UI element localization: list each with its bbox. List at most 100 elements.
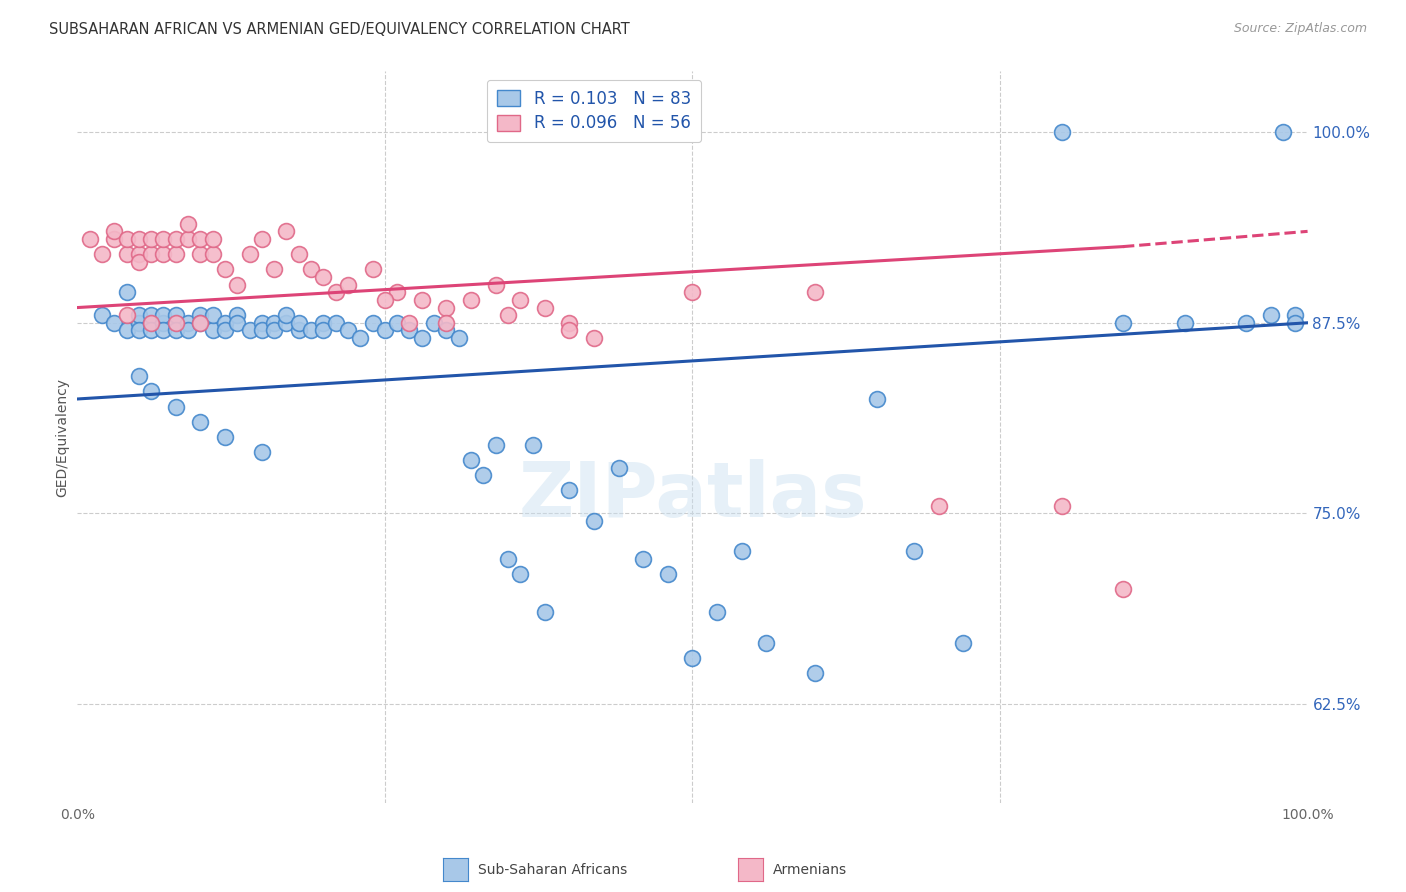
Point [214, 262, 236, 277]
Point [411, 293, 433, 307]
Point [115, 308, 138, 322]
Point [165, 247, 187, 261]
Point [152, 232, 174, 246]
Point [928, 499, 950, 513]
Point [374, 293, 396, 307]
Point [214, 430, 236, 444]
Point [1112, 316, 1135, 330]
Point [1234, 316, 1257, 330]
Point [152, 323, 174, 337]
Point [682, 285, 704, 300]
Point [115, 323, 138, 337]
Point [436, 323, 458, 337]
Point [436, 316, 458, 330]
Point [201, 232, 224, 246]
Point [177, 232, 200, 246]
Text: SUBSAHARAN AFRICAN VS ARMENIAN GED/EQUIVALENCY CORRELATION CHART: SUBSAHARAN AFRICAN VS ARMENIAN GED/EQUIV… [49, 22, 630, 37]
Point [141, 316, 163, 330]
Point [349, 331, 371, 345]
Point [288, 247, 311, 261]
Point [250, 445, 273, 459]
Point [731, 544, 754, 558]
Point [1050, 499, 1073, 513]
Point [1284, 308, 1306, 322]
Point [141, 232, 163, 246]
Point [188, 232, 212, 246]
Point [903, 544, 925, 558]
Point [177, 217, 200, 231]
Point [534, 605, 557, 619]
Point [177, 323, 200, 337]
Point [804, 285, 827, 300]
Point [128, 247, 150, 261]
Point [288, 316, 311, 330]
Point [115, 232, 138, 246]
Point [325, 316, 347, 330]
Point [411, 331, 433, 345]
Point [165, 323, 187, 337]
Point [657, 567, 679, 582]
Point [90, 247, 114, 261]
Point [141, 323, 163, 337]
Point [128, 255, 150, 269]
Point [633, 552, 655, 566]
Point [152, 247, 174, 261]
Point [534, 301, 557, 315]
Point [558, 316, 581, 330]
Point [509, 567, 531, 582]
Legend: R = 0.103   N = 83, R = 0.096   N = 56: R = 0.103 N = 83, R = 0.096 N = 56 [486, 79, 702, 143]
Point [325, 285, 347, 300]
Point [128, 369, 150, 384]
Point [558, 323, 581, 337]
Point [103, 232, 125, 246]
Point [250, 323, 273, 337]
Point [299, 262, 322, 277]
Point [226, 316, 249, 330]
Point [1174, 316, 1197, 330]
Point [188, 316, 212, 330]
Point [165, 400, 187, 414]
Point [128, 232, 150, 246]
Point [214, 323, 236, 337]
Y-axis label: GED/Equivalency: GED/Equivalency [55, 377, 69, 497]
Point [115, 285, 138, 300]
Point [276, 224, 298, 238]
Point [485, 438, 508, 452]
Point [460, 453, 482, 467]
Point [226, 308, 249, 322]
Point [804, 666, 827, 681]
Point [128, 316, 150, 330]
Point [79, 232, 101, 246]
Point [361, 316, 384, 330]
Point [103, 316, 125, 330]
Text: ZIPatlas: ZIPatlas [519, 458, 866, 533]
Point [485, 277, 508, 292]
Point [263, 323, 285, 337]
Text: Sub-Saharan Africans: Sub-Saharan Africans [478, 863, 627, 877]
Point [165, 232, 187, 246]
Point [141, 247, 163, 261]
Point [374, 323, 396, 337]
Point [226, 277, 249, 292]
Point [472, 468, 495, 483]
Point [337, 277, 360, 292]
Point [385, 285, 409, 300]
Point [250, 316, 273, 330]
Point [128, 308, 150, 322]
Point [607, 460, 630, 475]
Point [288, 323, 311, 337]
Point [423, 316, 446, 330]
Point [299, 323, 322, 337]
Point [952, 636, 974, 650]
Point [361, 262, 384, 277]
Point [706, 605, 728, 619]
Point [165, 308, 187, 322]
Text: Armenians: Armenians [773, 863, 848, 877]
Point [276, 316, 298, 330]
Point [188, 316, 212, 330]
Point [188, 415, 212, 429]
Point [398, 323, 420, 337]
Point [385, 316, 409, 330]
Point [583, 331, 606, 345]
Point [312, 323, 335, 337]
